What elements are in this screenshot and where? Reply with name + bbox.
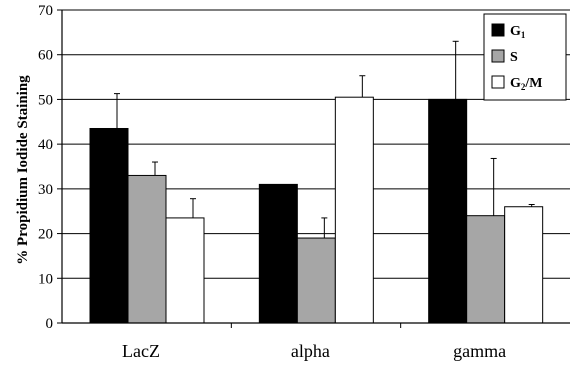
y-tick-label: 20: [38, 227, 53, 243]
y-tick-label: 40: [38, 137, 53, 153]
legend-label-rest: /M: [524, 76, 542, 91]
legend-swatch: [491, 75, 505, 89]
legend-label-main: S: [510, 50, 518, 65]
y-tick-label: 70: [38, 3, 53, 19]
legend-label: S: [510, 50, 518, 65]
legend-label-subscript: 1: [521, 30, 526, 40]
bar-G2/M-alpha: [334, 96, 374, 324]
bar-G2/M-LacZ: [165, 217, 205, 324]
x-tick-label: LacZ: [122, 341, 160, 361]
y-tick-label: 10: [38, 271, 53, 287]
bar-S-alpha: [296, 237, 336, 324]
legend-label: G2/M: [510, 76, 543, 92]
legend-label-subscript: 2: [521, 82, 526, 92]
y-tick-label: 0: [46, 316, 54, 332]
y-axis-title: % Propidium Iodide Staining: [15, 75, 31, 265]
x-tick-label: alpha: [291, 341, 330, 361]
bar-G1-LacZ: [89, 127, 129, 324]
legend-label-main: G: [510, 76, 521, 91]
bars: [89, 40, 544, 324]
y-tick-label: 50: [38, 92, 53, 108]
bar-G1-gamma: [428, 98, 468, 324]
bar-G2/M-gamma: [504, 206, 544, 324]
x-tick-label: gamma: [453, 341, 506, 361]
bar-S-gamma: [466, 215, 506, 324]
bar-G1-alpha: [258, 183, 298, 324]
legend-swatch: [491, 23, 505, 37]
y-tick-label: 30: [38, 182, 53, 198]
legend-label: G1: [510, 24, 526, 40]
legend-swatch: [491, 49, 505, 63]
bar-S-LacZ: [127, 174, 167, 324]
axes: 0 10 20 30 40 50 60 70 LacZ alpha gamma: [38, 3, 570, 361]
legend-label-main: G: [510, 24, 521, 39]
y-tick-label: 60: [38, 48, 53, 64]
